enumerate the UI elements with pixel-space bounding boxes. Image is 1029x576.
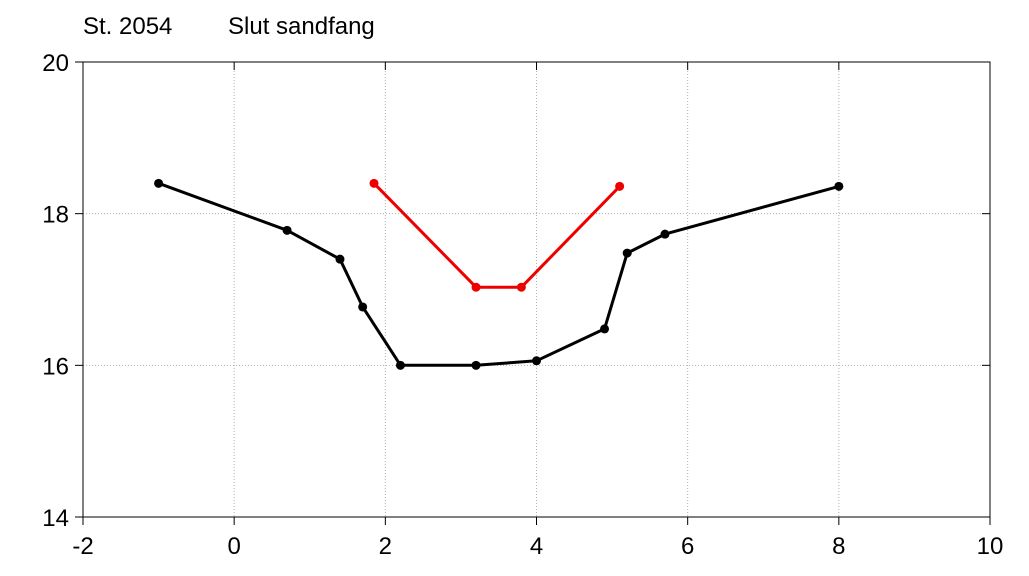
data-point <box>358 302 368 312</box>
x-tick-label: 2 <box>379 533 392 560</box>
data-point <box>532 356 541 366</box>
data-point <box>282 225 292 235</box>
y-tick-label: 20 <box>42 50 69 77</box>
chart-title: St. 2054 <box>83 13 172 40</box>
x-tick-label: 6 <box>681 533 694 560</box>
data-point <box>369 178 379 188</box>
data-point <box>471 282 481 292</box>
series-line-2 <box>372 182 621 289</box>
series <box>154 178 844 370</box>
axes <box>75 61 991 525</box>
data-point <box>471 360 481 370</box>
data-point <box>600 324 610 334</box>
data-point <box>335 254 345 264</box>
x-tick-label: 0 <box>227 533 240 560</box>
y-tick-label: 16 <box>42 353 69 380</box>
x-tick-label: 10 <box>977 533 1004 560</box>
x-tick-label: -2 <box>72 533 93 560</box>
x-tick-label: 8 <box>832 533 845 560</box>
data-point <box>154 178 164 188</box>
data-point <box>516 282 526 292</box>
tick-labels: -2 0 2 4 6 8 10 14 16 18 20 <box>42 50 1003 560</box>
grid <box>83 62 990 517</box>
plot-frame <box>82 61 991 518</box>
x-tick-label: 4 <box>530 533 543 560</box>
series-line-1 <box>158 181 840 367</box>
data-point <box>622 248 632 258</box>
data-point <box>834 181 844 191</box>
data-point <box>660 229 670 239</box>
chart-subtitle: Slut sandfang <box>228 13 375 40</box>
data-point <box>395 360 405 370</box>
y-tick-label: 14 <box>42 505 69 532</box>
data-point <box>615 181 625 191</box>
y-tick-label: 18 <box>42 202 69 229</box>
